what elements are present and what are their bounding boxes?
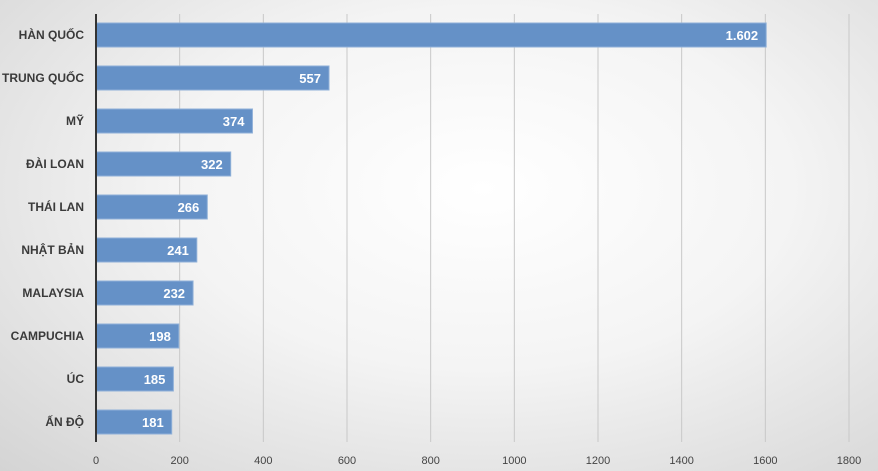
category-label: THÁI LAN: [28, 199, 84, 214]
data-label: 322: [201, 157, 223, 172]
bar: [95, 22, 767, 48]
x-tick-label: 1200: [586, 455, 610, 467]
data-label: 181: [142, 415, 164, 430]
bar: [95, 108, 253, 134]
x-tick-label: 1600: [753, 455, 777, 467]
x-tick-label: 1400: [669, 455, 693, 467]
x-tick-label: 600: [338, 455, 356, 467]
data-label: 374: [223, 114, 245, 129]
category-label: NHẬT BẢN: [21, 242, 84, 257]
data-label: 185: [144, 372, 166, 387]
category-label: ẤN ĐỘ: [45, 414, 84, 429]
data-label: 557: [299, 71, 321, 86]
data-label: 198: [149, 329, 171, 344]
bar: [95, 366, 174, 392]
x-tick-label: 1800: [837, 455, 861, 467]
bar: [95, 237, 198, 263]
bar: [95, 323, 180, 349]
x-tick-label: 1000: [502, 455, 526, 467]
x-tick-label: 800: [421, 455, 439, 467]
x-tick-label: 400: [254, 455, 272, 467]
bar: [95, 65, 330, 91]
data-label: 1.602: [726, 28, 759, 43]
category-label: TRUNG QUỐC: [2, 70, 84, 85]
bar: [95, 194, 208, 220]
data-label: 266: [178, 200, 200, 215]
category-label: ĐÀI LOAN: [26, 156, 84, 171]
bar: [95, 280, 194, 306]
x-tick-label: 0: [93, 455, 99, 467]
data-label: 241: [167, 243, 189, 258]
category-label: HÀN QUỐC: [19, 27, 85, 42]
category-label: ÚC: [67, 371, 85, 386]
data-label: 232: [163, 286, 185, 301]
category-label: MALAYSIA: [22, 286, 84, 300]
category-label: MỸ: [66, 113, 84, 128]
bar: [95, 409, 173, 435]
category-label: CAMPUCHIA: [11, 329, 85, 343]
x-tick-label: 200: [170, 455, 188, 467]
